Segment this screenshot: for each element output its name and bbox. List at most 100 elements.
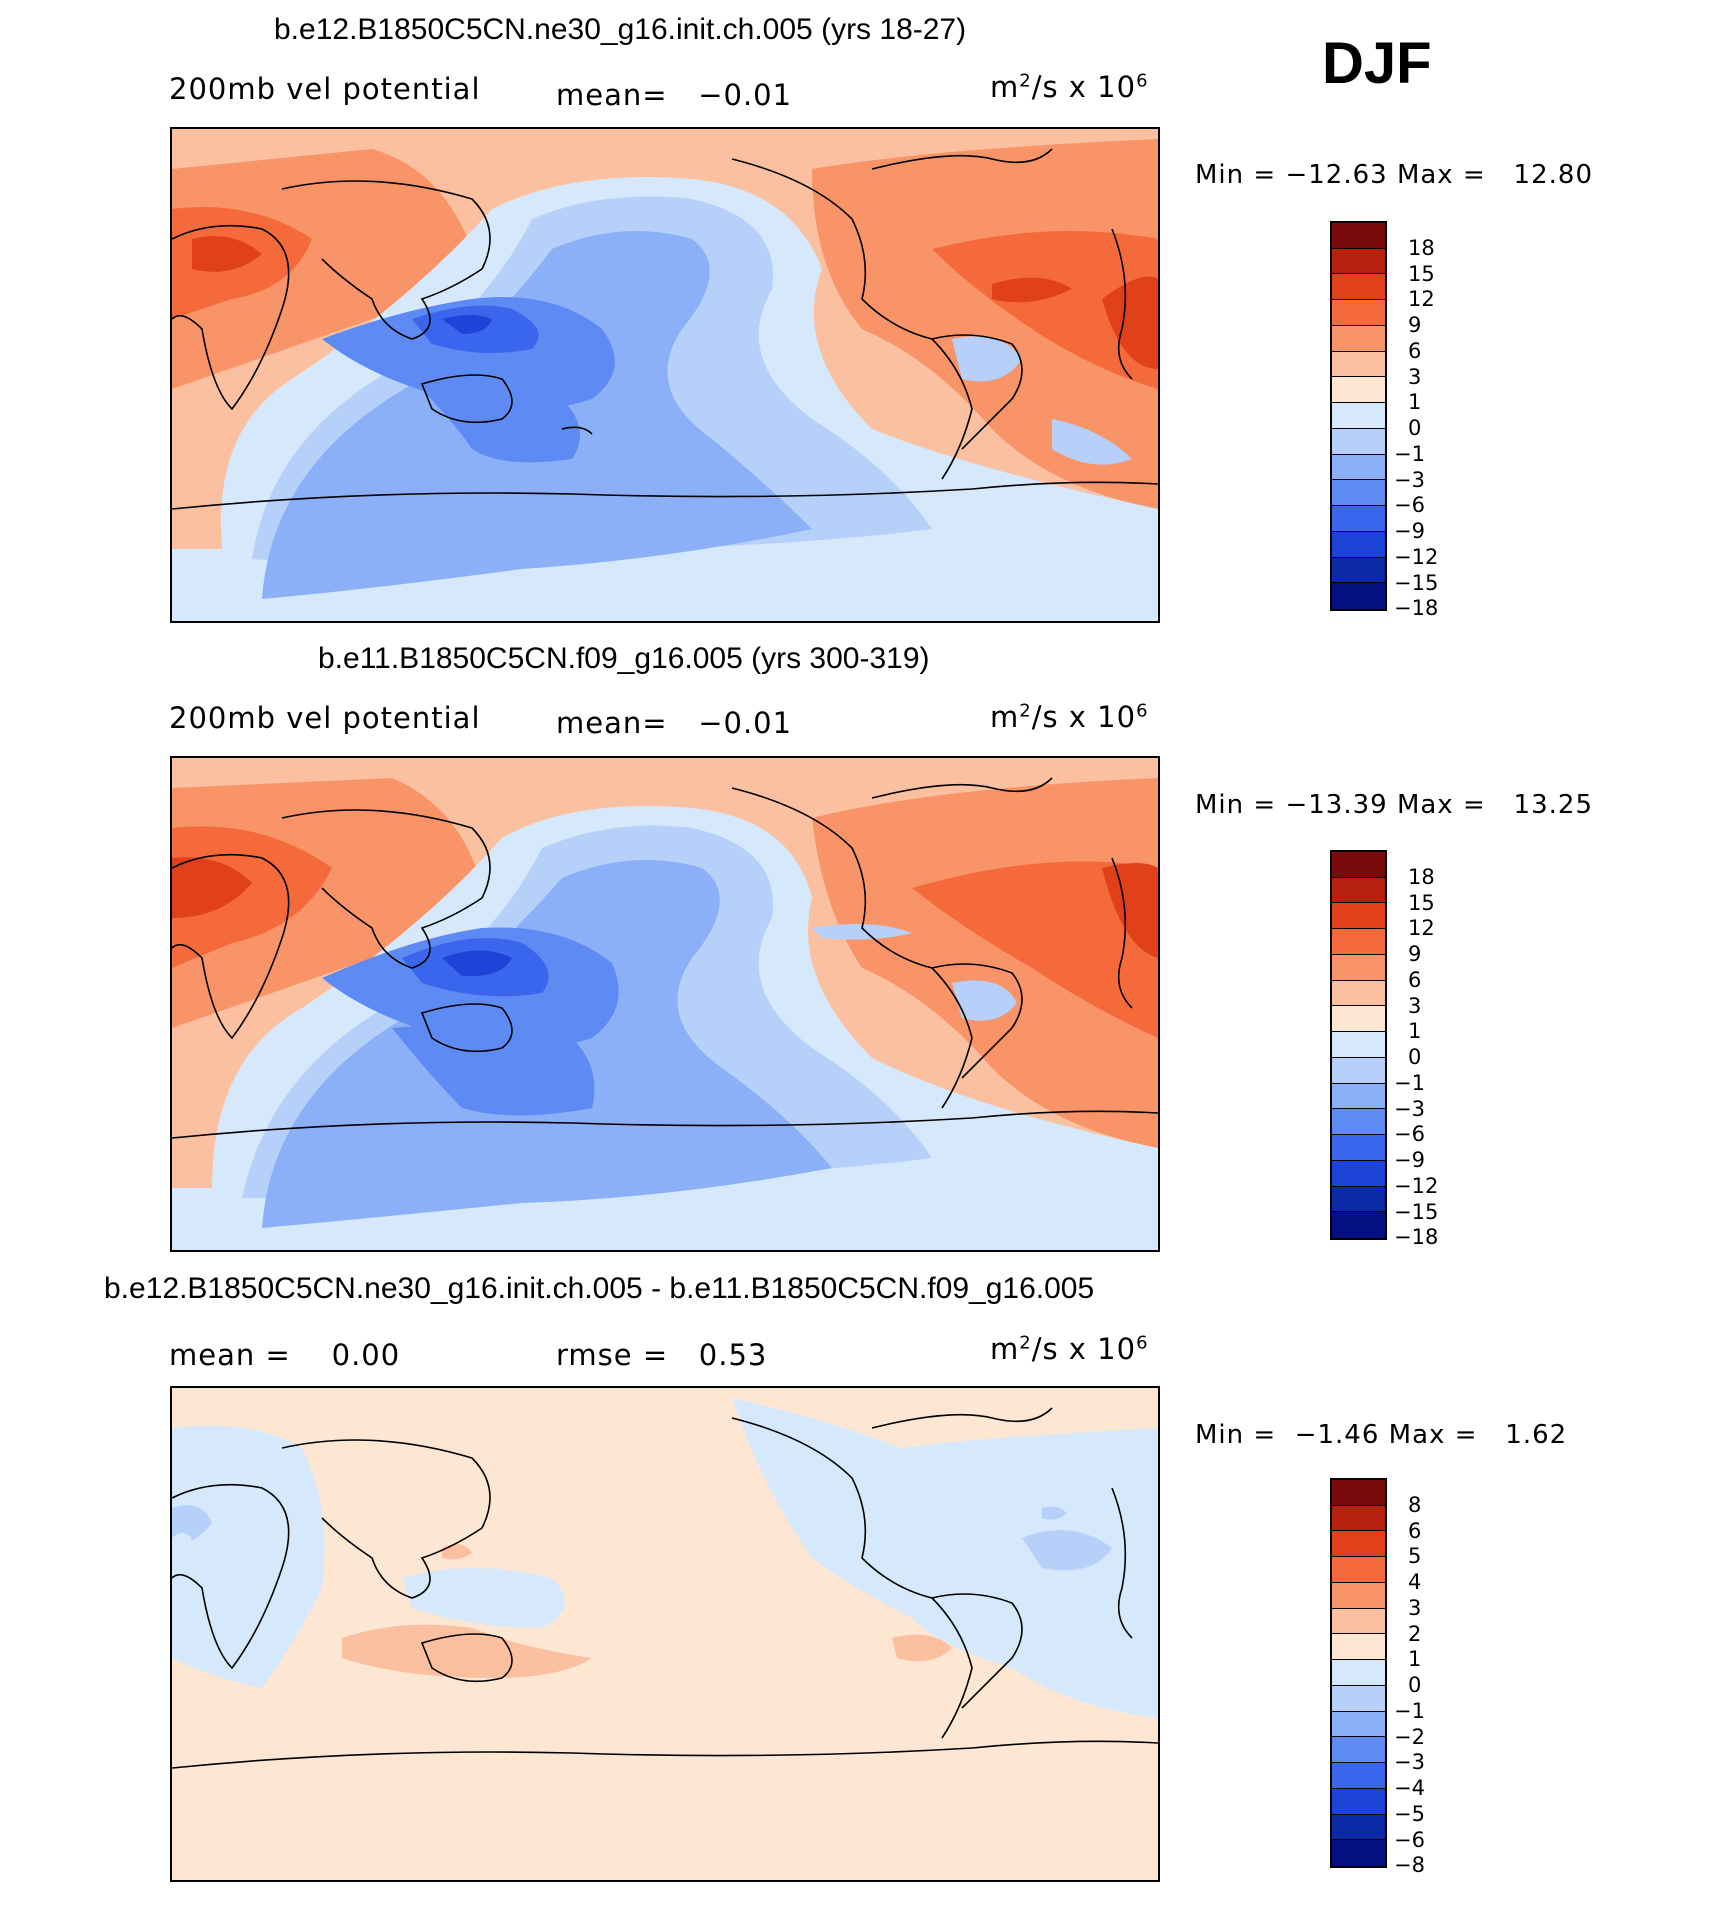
panel-2-title: b.e11.B1850C5CN.f09_g16.005 (yrs 300-319… bbox=[318, 642, 930, 675]
field-neg-southamerica bbox=[952, 980, 1017, 1021]
units-exp2: 2 bbox=[1019, 1332, 1032, 1354]
colorbar-tick-label: 8 bbox=[1408, 1493, 1422, 1517]
units-exp2: 2 bbox=[1019, 700, 1032, 722]
colorbar-swatch bbox=[1332, 403, 1385, 429]
field-pos-core-atlantic bbox=[1102, 276, 1158, 369]
colorbar-swatch bbox=[1332, 1660, 1385, 1686]
colorbar-tick-label: 1 bbox=[1408, 1647, 1422, 1672]
units-exp6: 6 bbox=[1136, 70, 1149, 92]
field-pos-core bbox=[192, 236, 262, 272]
colorbar-tick-label: −15 bbox=[1394, 1199, 1439, 1224]
colorbar-tick-label: −6 bbox=[1394, 493, 1425, 518]
panel-1-map-svg bbox=[172, 129, 1158, 621]
colorbar-swatch bbox=[1332, 480, 1385, 507]
colorbar-swatch bbox=[1332, 929, 1385, 955]
colorbar-swatch bbox=[1332, 1840, 1385, 1866]
panel-3-rmse-value: 0.53 bbox=[698, 1338, 768, 1372]
units-exp6: 6 bbox=[1136, 1332, 1149, 1354]
colorbar-tick-label: −18 bbox=[1394, 1225, 1439, 1250]
max-value: 12.80 bbox=[1513, 160, 1593, 190]
colorbar-swatch bbox=[1332, 1814, 1385, 1841]
field-pos-southamerica bbox=[892, 1634, 952, 1662]
colorbar-tick-label: −12 bbox=[1394, 1173, 1439, 1198]
field-neg-maritime bbox=[402, 1568, 565, 1628]
field-neg-strong-2 bbox=[392, 1024, 595, 1116]
panel-1-variable-label: 200mb vel potential bbox=[169, 72, 481, 106]
colorbar-tick-label: −1 bbox=[1394, 1070, 1425, 1095]
field-neg-epacific bbox=[812, 924, 912, 940]
panel-3-units: m2/s x 106 bbox=[990, 1332, 1149, 1366]
panel-2-mean-value: −0.01 bbox=[698, 706, 793, 740]
min-value: −1.46 bbox=[1294, 1420, 1380, 1450]
colorbar-swatch bbox=[1332, 1109, 1385, 1136]
panel-3-colorbar bbox=[1330, 1478, 1387, 1868]
colorbar-tick-label: 12 bbox=[1408, 287, 1435, 312]
field-pos-core-east bbox=[992, 277, 1072, 303]
units-base: m bbox=[990, 70, 1020, 104]
colorbar-swatch bbox=[1332, 1083, 1385, 1110]
field-neg-core bbox=[442, 315, 492, 334]
colorbar-tick-label: 3 bbox=[1408, 364, 1422, 389]
colorbar-tick-label: 4 bbox=[1408, 1570, 1422, 1595]
field-neg-atlantic bbox=[1022, 1530, 1112, 1571]
colorbar-swatch bbox=[1332, 583, 1385, 609]
colorbar-tick-label: −8 bbox=[1394, 1853, 1425, 1878]
colorbar-swatch bbox=[1332, 1531, 1385, 1558]
coastlines bbox=[172, 1407, 1158, 1769]
colorbar-tick-label: 6 bbox=[1408, 1518, 1422, 1543]
colorbar-swatch bbox=[1332, 1608, 1385, 1635]
field-neg-core bbox=[442, 950, 512, 977]
colorbar-swatch bbox=[1332, 1557, 1385, 1583]
colorbar-tick-label: −3 bbox=[1394, 1096, 1425, 1121]
colorbar-swatch bbox=[1332, 325, 1385, 352]
colorbar-swatch bbox=[1332, 300, 1385, 326]
panel-1-title: b.e12.B1850C5CN.ne30_g16.init.ch.005 (yr… bbox=[274, 13, 967, 46]
colorbar-tick-label: 3 bbox=[1408, 993, 1422, 1018]
units-base: m bbox=[990, 1332, 1020, 1366]
colorbar-tick-label: 0 bbox=[1408, 1673, 1422, 1698]
panel-3-mean: mean = 0.00 bbox=[169, 1338, 400, 1372]
colorbar-tick-label: 18 bbox=[1408, 236, 1435, 260]
field-pos-mid bbox=[172, 149, 472, 389]
colorbar-swatch bbox=[1332, 852, 1385, 878]
min-label: Min = bbox=[1195, 160, 1277, 190]
colorbar-swatch bbox=[1332, 1788, 1385, 1815]
colorbar-swatch bbox=[1332, 1634, 1385, 1661]
panel-3-rmse-label: rmse = bbox=[556, 1338, 669, 1372]
panel-2-colorbar bbox=[1330, 850, 1387, 1240]
panel-2-map bbox=[170, 756, 1160, 1252]
colorbar-swatch bbox=[1332, 1057, 1385, 1084]
panel-1-units: m2/s x 106 bbox=[990, 70, 1149, 104]
colorbar-swatch bbox=[1332, 274, 1385, 301]
colorbar-swatch bbox=[1332, 454, 1385, 481]
field-neg-satlantic bbox=[1052, 419, 1132, 465]
panel-3-map-svg bbox=[172, 1388, 1158, 1880]
season-label: DJF bbox=[1322, 31, 1432, 96]
colorbar-tick-label: −12 bbox=[1394, 544, 1439, 569]
field-neg-west-edge bbox=[172, 1533, 192, 1550]
field-pos-core-atlantic bbox=[1102, 863, 1158, 958]
colorbar-tick-label: −1 bbox=[1394, 441, 1425, 466]
panel-2-colorbar-swatches bbox=[1330, 850, 1387, 1240]
colorbar-tick-label: −9 bbox=[1394, 1148, 1425, 1173]
field-pos-strong-east bbox=[932, 231, 1158, 389]
field-pos-core bbox=[172, 857, 252, 918]
field-neg-atlantic-2 bbox=[1042, 1506, 1067, 1520]
colorbar-tick-label: 15 bbox=[1408, 890, 1435, 915]
max-value: 13.25 bbox=[1513, 790, 1593, 820]
panel-1-map bbox=[170, 127, 1160, 623]
colorbar-tick-label: 9 bbox=[1408, 313, 1422, 338]
max-value: 1.62 bbox=[1505, 1420, 1568, 1450]
panel-2-mean-label: mean= bbox=[556, 706, 668, 740]
panel-1-minmax: Min = −12.63 Max = 12.80 bbox=[1195, 160, 1593, 190]
colorbar-swatch bbox=[1332, 1685, 1385, 1712]
panel-2-units: m2/s x 106 bbox=[990, 700, 1149, 734]
panel-3-mean-value: 0.00 bbox=[331, 1338, 401, 1372]
panel-3-minmax: Min = −1.46 Max = 1.62 bbox=[1195, 1420, 1567, 1450]
colorbar-swatch bbox=[1332, 377, 1385, 404]
field-pos-china bbox=[442, 1544, 472, 1560]
units-base: m bbox=[990, 700, 1020, 734]
colorbar-swatch bbox=[1332, 531, 1385, 558]
max-label: Max = bbox=[1396, 160, 1486, 190]
coastlines bbox=[172, 777, 1158, 1139]
